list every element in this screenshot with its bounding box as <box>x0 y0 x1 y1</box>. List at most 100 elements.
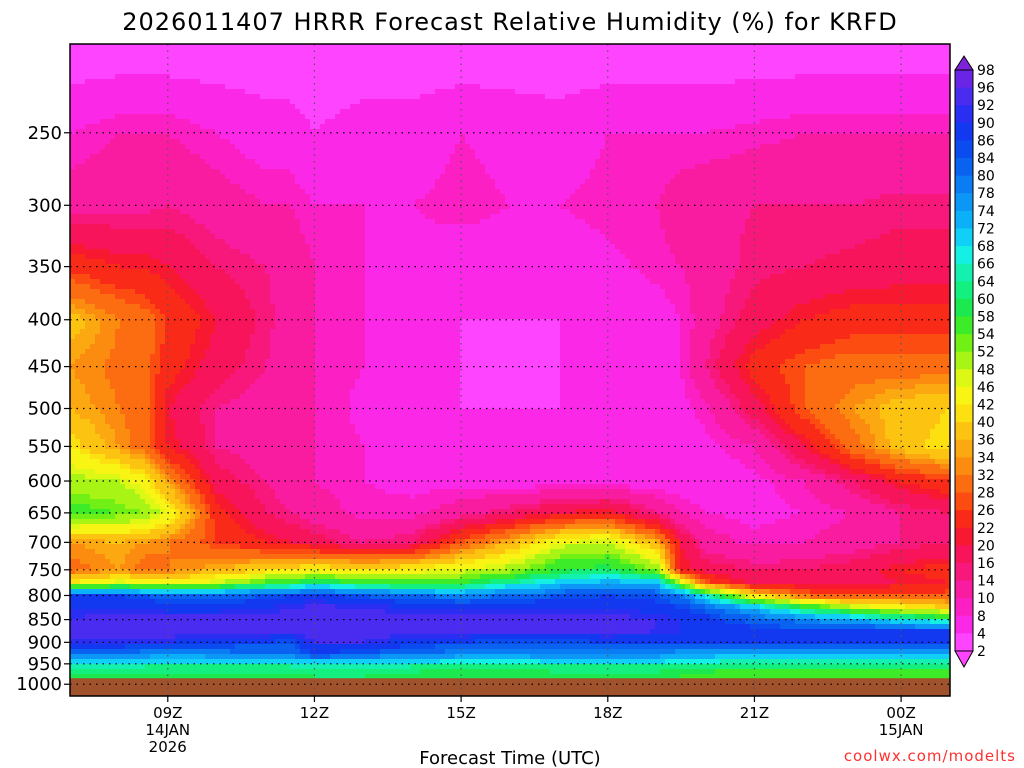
humidity-cell <box>620 129 626 135</box>
humidity-cell <box>215 59 221 65</box>
humidity-cell <box>910 89 916 95</box>
humidity-cell <box>910 139 916 145</box>
humidity-cell <box>405 54 411 60</box>
humidity-cell <box>835 64 841 70</box>
humidity-cell <box>345 69 351 75</box>
humidity-cell <box>350 44 356 50</box>
humidity-cell <box>115 184 121 190</box>
humidity-cell <box>395 164 401 170</box>
humidity-cell <box>70 159 76 165</box>
humidity-cell <box>815 124 821 130</box>
humidity-cell <box>430 174 436 180</box>
humidity-cell <box>345 144 351 150</box>
humidity-cell <box>435 109 441 115</box>
humidity-cell <box>430 149 436 155</box>
humidity-cell <box>600 119 606 125</box>
humidity-cell <box>645 74 651 80</box>
humidity-cell <box>530 179 536 185</box>
humidity-cell <box>880 179 886 185</box>
humidity-cell <box>760 69 766 75</box>
humidity-cell <box>875 64 881 70</box>
humidity-cell <box>895 179 901 185</box>
humidity-cell <box>785 179 791 185</box>
humidity-cell <box>510 109 516 115</box>
humidity-cell <box>760 109 766 115</box>
humidity-cell <box>175 54 181 60</box>
humidity-cell <box>260 119 266 125</box>
humidity-cell <box>520 139 526 145</box>
humidity-cell <box>325 184 331 190</box>
humidity-cell <box>715 169 721 175</box>
humidity-cell <box>160 149 166 155</box>
humidity-cell <box>275 169 281 175</box>
humidity-cell <box>165 119 171 125</box>
humidity-cell <box>635 59 641 65</box>
humidity-cell <box>335 49 341 55</box>
humidity-cell <box>390 104 396 110</box>
humidity-cell <box>550 124 556 130</box>
humidity-cell <box>300 139 306 145</box>
humidity-cell <box>745 104 751 110</box>
humidity-cell <box>535 134 541 140</box>
humidity-cell <box>590 144 596 150</box>
humidity-cell <box>325 164 331 170</box>
humidity-cell <box>425 59 431 65</box>
humidity-cell <box>115 159 121 165</box>
humidity-cell <box>105 114 111 120</box>
humidity-cell <box>680 104 686 110</box>
humidity-cell <box>545 129 551 135</box>
humidity-cell <box>605 144 611 150</box>
humidity-cell <box>855 84 861 90</box>
humidity-cell <box>675 139 681 145</box>
humidity-cell <box>380 69 386 75</box>
humidity-cell <box>215 89 221 95</box>
humidity-cell <box>220 174 226 180</box>
humidity-cell <box>770 139 776 145</box>
humidity-cell <box>740 94 746 100</box>
humidity-cell <box>510 89 516 95</box>
humidity-cell <box>405 169 411 175</box>
humidity-cell <box>420 69 426 75</box>
humidity-cell <box>555 69 561 75</box>
humidity-cell <box>455 94 461 100</box>
humidity-cell <box>545 109 551 115</box>
humidity-cell <box>880 49 886 55</box>
humidity-cell <box>175 129 181 135</box>
humidity-cell <box>285 164 291 170</box>
humidity-cell <box>225 99 231 105</box>
humidity-cell <box>415 49 421 55</box>
humidity-cell <box>355 54 361 60</box>
humidity-cell <box>110 49 116 55</box>
humidity-cell <box>930 154 936 160</box>
humidity-cell <box>615 79 621 85</box>
humidity-cell <box>465 174 471 180</box>
humidity-cell <box>610 159 616 165</box>
humidity-cell <box>135 89 141 95</box>
humidity-cell <box>380 124 386 130</box>
humidity-cell <box>720 44 726 50</box>
humidity-cell <box>745 49 751 55</box>
humidity-cell <box>490 94 496 100</box>
humidity-cell <box>165 109 171 115</box>
humidity-cell <box>335 79 341 85</box>
humidity-cell <box>460 119 466 125</box>
humidity-cell <box>875 59 881 65</box>
humidity-cell <box>660 129 666 135</box>
humidity-cell <box>550 94 556 100</box>
humidity-cell <box>850 164 856 170</box>
humidity-cell <box>620 159 626 165</box>
humidity-cell <box>185 184 191 190</box>
humidity-cell <box>105 59 111 65</box>
humidity-cell <box>795 54 801 60</box>
humidity-cell <box>875 84 881 90</box>
humidity-cell <box>245 174 251 180</box>
humidity-cell <box>150 84 156 90</box>
humidity-cell <box>330 184 336 190</box>
humidity-cell <box>625 79 631 85</box>
humidity-cell <box>375 134 381 140</box>
humidity-cell <box>560 134 566 140</box>
humidity-cell <box>300 84 306 90</box>
humidity-cell <box>880 139 886 145</box>
humidity-cell <box>480 99 486 105</box>
humidity-cell <box>445 109 451 115</box>
